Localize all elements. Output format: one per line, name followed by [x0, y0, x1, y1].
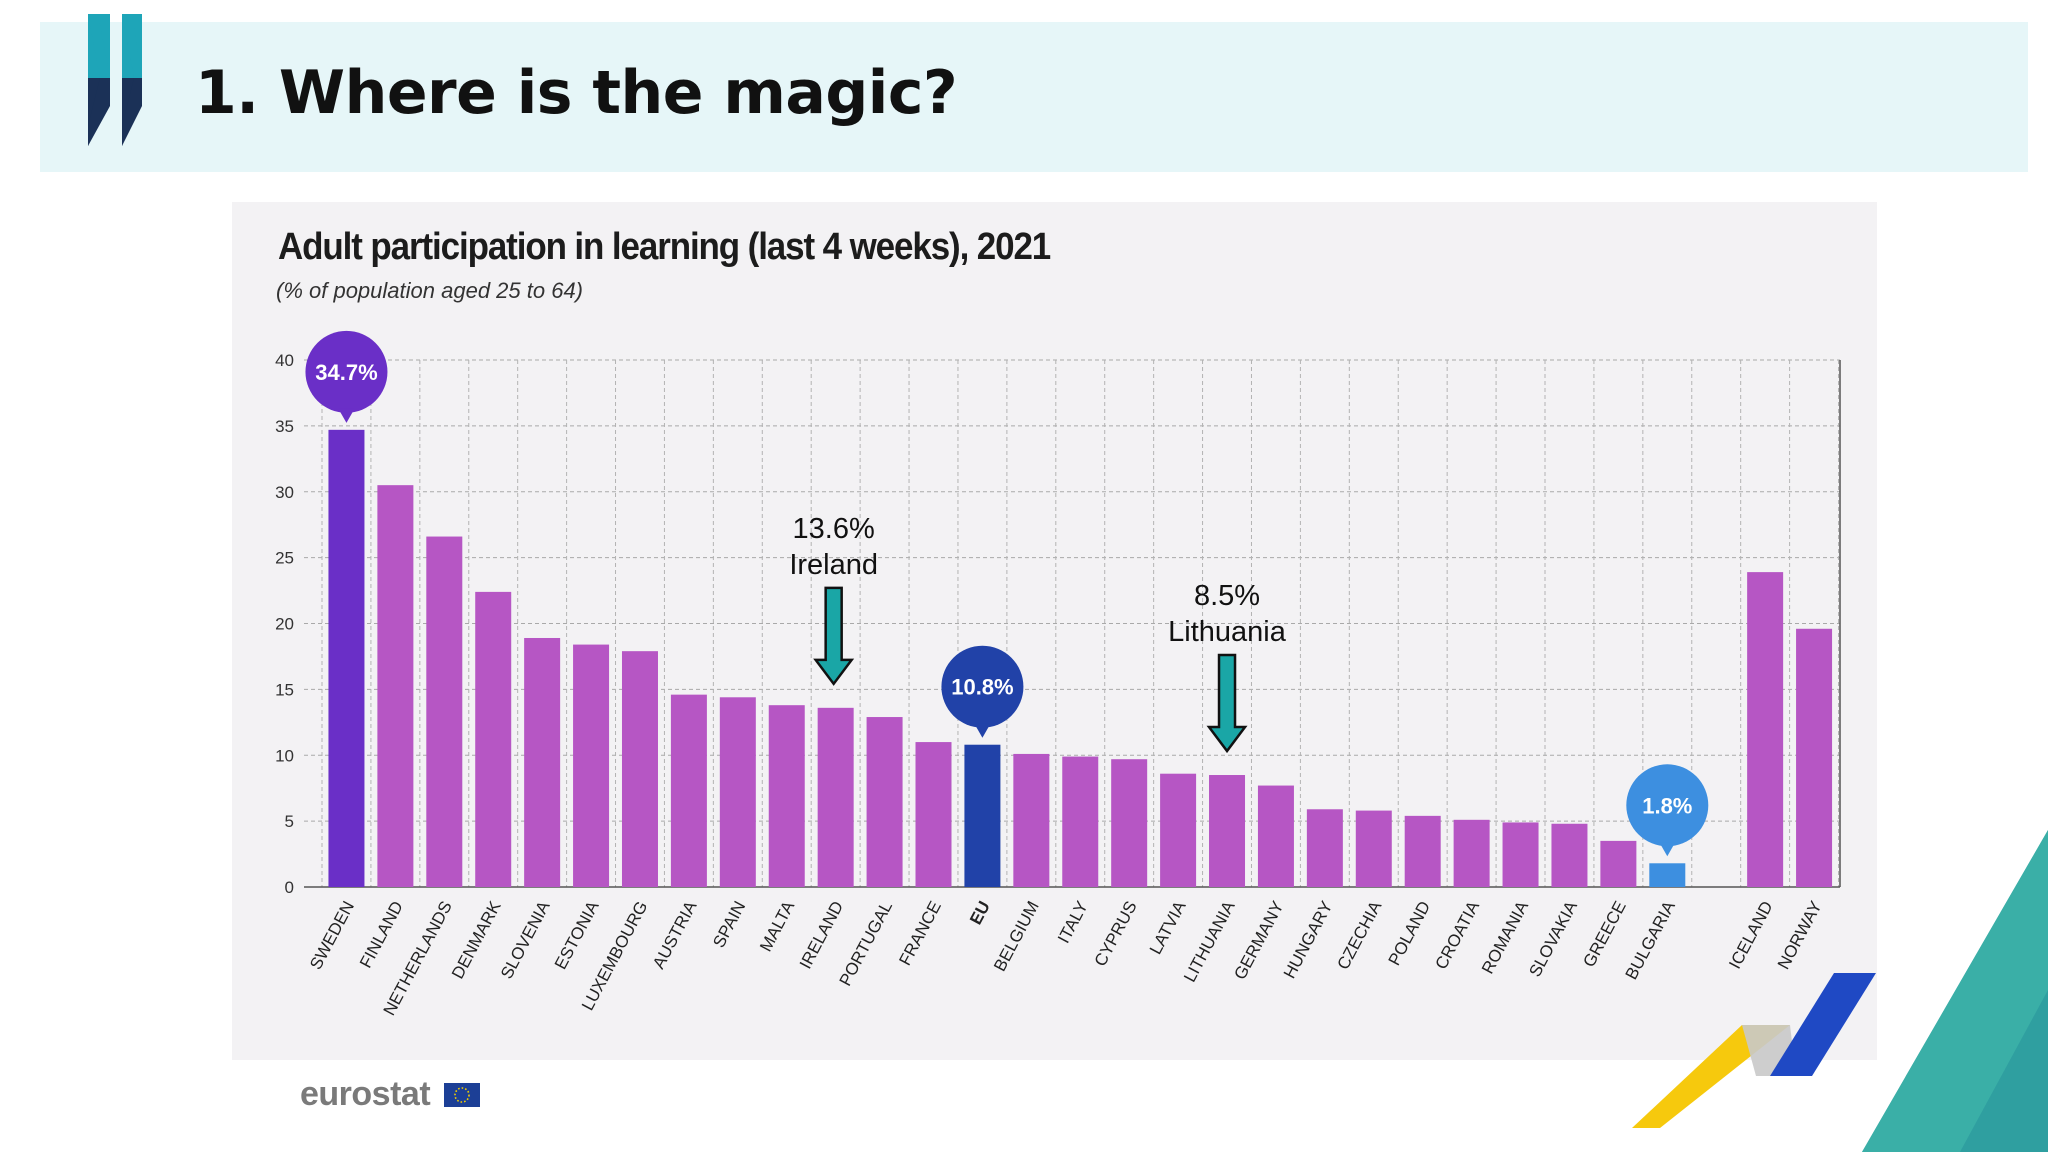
- chart-subtitle: (% of population aged 25 to 64): [276, 278, 584, 303]
- y-tick-labels: 0 5 10 15 20 25 30 35 40: [275, 351, 294, 897]
- annotations: Ireland 13.6% Lithuania 8.5%: [789, 513, 1287, 754]
- bar-slovakia: [1551, 823, 1588, 887]
- annotation-value: 8.5%: [1194, 580, 1260, 612]
- bar-austria: [670, 694, 707, 887]
- y-tick-label: 40: [275, 351, 294, 370]
- bubble-label: 1.8%: [1642, 793, 1692, 818]
- bar-greece: [1600, 840, 1637, 887]
- bar-hungary: [1306, 809, 1343, 887]
- y-tick-label: 20: [275, 615, 294, 634]
- eu-flag-icon: [444, 1083, 480, 1107]
- y-tick-label: 25: [275, 549, 294, 568]
- eurostat-brand: eurostat: [300, 1075, 431, 1113]
- bar-spain: [719, 697, 756, 887]
- bar-eu: [964, 744, 1001, 887]
- bar-france: [915, 742, 952, 887]
- y-tick-label: 30: [275, 483, 294, 502]
- bar-finland: [377, 485, 414, 887]
- bubble-bulgaria: 1.8%: [1626, 764, 1709, 857]
- grid-lines: [304, 359, 1841, 888]
- down-arrow-icon: [813, 586, 855, 686]
- value-bubbles: 34.7% 10.8% 1.8%: [305, 330, 1709, 857]
- annotation-name: Lithuania: [1168, 616, 1287, 648]
- bar-ireland: [817, 707, 854, 887]
- bar-luxembourg: [621, 651, 658, 887]
- bar-belgium: [1013, 753, 1050, 887]
- bar-italy: [1062, 756, 1099, 887]
- bar-slovenia: [524, 637, 561, 887]
- y-tick-label: 15: [275, 680, 294, 699]
- slide-header: [40, 22, 2028, 172]
- y-tick-label: 10: [275, 746, 294, 765]
- bar-croatia: [1453, 819, 1490, 887]
- slide-title: 1. Where is the magic?: [195, 58, 958, 128]
- bubble-eu: 10.8%: [941, 645, 1024, 738]
- bar-czechia: [1355, 810, 1392, 887]
- down-arrow-icon: [1206, 653, 1248, 754]
- bar-lithuania: [1209, 775, 1246, 887]
- bar-latvia: [1160, 773, 1197, 887]
- y-tick-label: 5: [285, 812, 294, 831]
- bar-estonia: [573, 644, 610, 887]
- annotation-lithuania: Lithuania 8.5%: [1168, 580, 1287, 754]
- bubble-label: 10.8%: [951, 675, 1013, 700]
- bar-netherlands: [426, 536, 463, 887]
- bar-portugal: [866, 717, 903, 887]
- bar-romania: [1502, 822, 1539, 887]
- bar-denmark: [475, 591, 512, 887]
- bar-poland: [1404, 815, 1441, 887]
- bar-norway: [1796, 628, 1833, 887]
- y-tick-label: 35: [275, 417, 294, 436]
- bubble-sweden: 34.7%: [305, 330, 388, 423]
- bars: [328, 429, 1833, 887]
- oecd-chevron-logo-icon: [88, 14, 142, 146]
- bubble-label: 34.7%: [315, 360, 377, 385]
- bar-malta: [768, 705, 805, 887]
- annotation-ireland: Ireland 13.6%: [789, 513, 878, 686]
- annotation-value: 13.6%: [793, 513, 875, 545]
- y-tick-label: 0: [285, 878, 294, 897]
- chart-title: Adult participation in learning (last 4 …: [278, 226, 1051, 268]
- bar-iceland: [1747, 572, 1784, 887]
- annotation-name: Ireland: [789, 549, 878, 581]
- bar-germany: [1257, 785, 1294, 887]
- bar-sweden: [328, 429, 365, 887]
- bar-cyprus: [1111, 759, 1148, 887]
- bar-bulgaria: [1649, 863, 1686, 887]
